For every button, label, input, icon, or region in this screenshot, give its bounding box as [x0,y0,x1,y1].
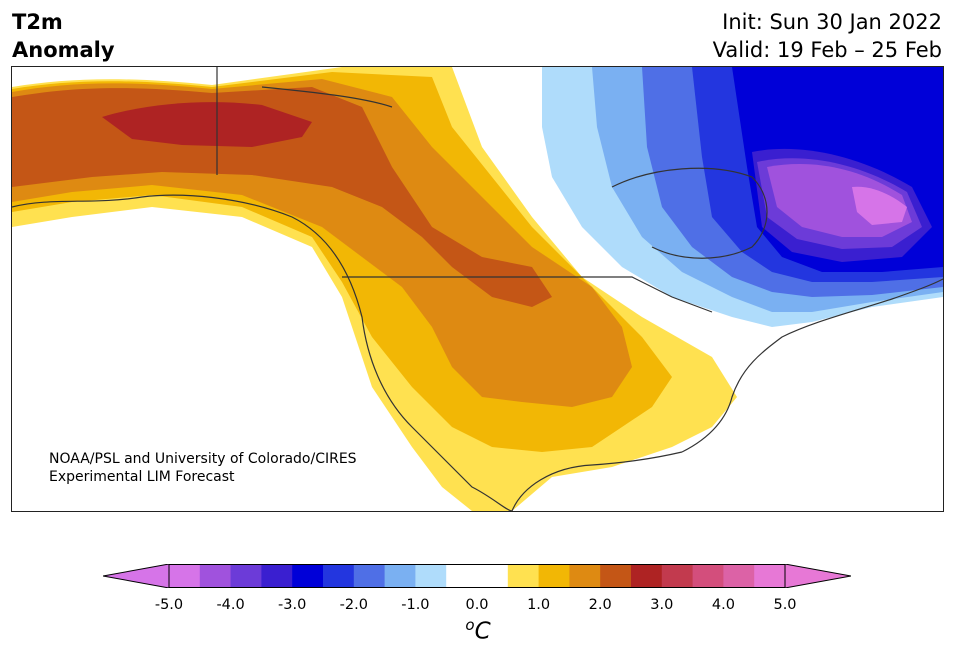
colorbar-tick-label: 0.0 [465,597,489,613]
valid-date: Valid: 19 Feb – 25 Feb [712,38,942,62]
colorbar-tick-label: -5.0 [154,597,184,613]
colorbar-segment [169,564,201,588]
colorbar-segment [292,564,324,588]
colorbar-max-arrow [784,564,851,588]
colorbar-segment [323,564,355,588]
border-canada-us [342,276,713,313]
colorbar-segment [600,564,632,588]
anomaly-band-2p0 [12,87,552,307]
title-quantity: Anomaly [12,38,115,62]
coastline-gulf [511,451,683,511]
anomaly-band-neg4p5 [852,186,907,225]
warm-anomaly-fields [12,67,737,511]
colorbar-segment [230,564,262,588]
colorbar-segment [631,564,663,588]
colorbar-segment [538,564,570,588]
colorbar-tick-label: -1.0 [401,597,430,613]
coastline-arctic [261,86,393,108]
colorbar-segment [754,564,786,588]
colorbar-tick-label: 5.0 [773,597,797,613]
map-credit: NOAA/PSL and University of Colorado/CIRE… [49,450,357,486]
colorbar-segment [415,564,447,588]
init-date: Init: Sun 30 Jan 2022 [722,10,942,34]
coastline-west [12,194,513,511]
title-variable: T2m [12,10,63,34]
colorbar-segment [261,564,293,588]
colorbar-segment [199,564,232,588]
coastline-hudson-bay [611,167,768,259]
colorbar-segment [477,564,509,588]
colorbar-tick-label: 4.0 [711,597,735,613]
credit-line-1: NOAA/PSL and University of Colorado/CIRE… [49,451,357,467]
colorbar-tick-label: 2.0 [588,597,612,613]
coastline-east [681,278,943,453]
coastlines-and-borders [12,67,943,511]
colorbar-tick-label: 3.0 [650,597,674,613]
colorbar-tick-label: 1.0 [527,597,551,613]
unit-symbol: C [474,618,491,645]
colorbar-border [168,564,786,588]
forecast-dates: Init: Sun 30 Jan 2022 Valid: 19 Feb – 25… [713,8,942,64]
anomaly-band-2p5 [102,102,312,147]
colorbar-segment [507,564,540,588]
map-title: T2m Anomaly [12,8,115,64]
colorbar-segment [661,564,694,588]
colorbar-segment [384,564,416,588]
colorbar-segment [353,564,386,588]
colorbar-unit: oC [465,616,490,645]
colorbar-segment [569,564,601,588]
credit-line-2: Experimental LIM Forecast [49,469,235,485]
map-canvas [12,67,943,511]
colorbar-tick-label: -2.0 [339,597,368,613]
colorbar-segment [446,564,478,588]
cold-anomaly-fields [542,67,943,327]
colorbar-tick-label: -4.0 [216,597,245,613]
colorbar [103,564,851,588]
unit-superscript: o [465,616,475,634]
colorbar-segment [723,564,755,588]
colorbar-segment [692,564,724,588]
colorbar-tick-label: -3.0 [278,597,307,613]
colorbar-min-arrow [103,564,170,588]
anomaly-map [11,66,944,512]
